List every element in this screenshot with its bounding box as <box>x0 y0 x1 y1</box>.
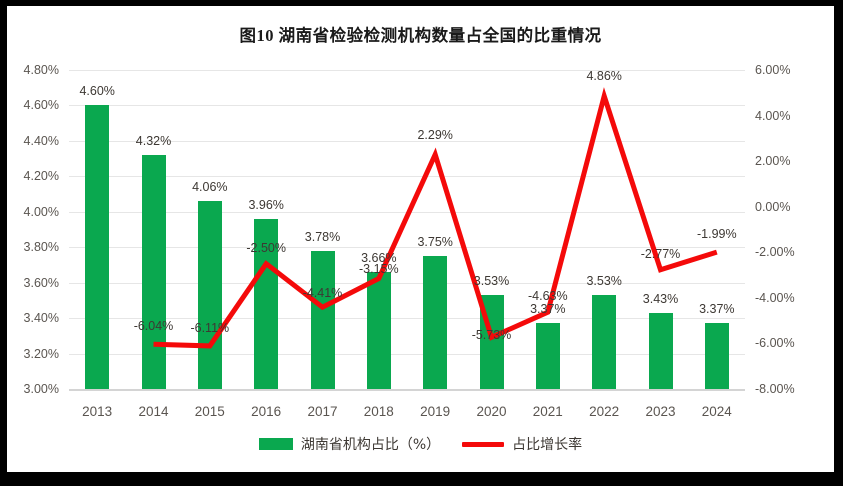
legend-item-bar-series[interactable]: 湖南省机构占比（%） <box>258 434 441 454</box>
bar-value-label: 3.53% <box>473 274 510 289</box>
left-axis-tick-label: 3.00% <box>23 382 59 396</box>
bar-value-label: 3.37% <box>530 302 566 317</box>
line-value-label: -1.99% <box>696 227 737 242</box>
left-axis-tick-label: 3.80% <box>23 240 59 255</box>
gridline <box>69 176 745 178</box>
x-axis-label-2013: 2013 <box>82 404 113 419</box>
left-axis-tick-label: 4.80% <box>23 63 59 77</box>
chart-legend: 湖南省机构占比（%） 占比增长率 <box>7 434 834 454</box>
x-axis-label-2023: 2023 <box>645 404 676 419</box>
legend-item-label: 占比增长率 <box>512 437 583 453</box>
right-axis-tick-label: -6.00% <box>755 336 795 351</box>
x-axis-label-2020: 2020 <box>476 404 507 419</box>
bar-value-label: 3.43% <box>642 291 679 306</box>
line-value-label: 2.29% <box>417 127 453 142</box>
right-axis-tick-label: 2.00% <box>755 154 791 169</box>
left-axis-tick-label: 3.60% <box>23 275 59 290</box>
right-axis-tick-label: -2.00% <box>755 245 795 260</box>
x-axis-label-2016: 2016 <box>251 404 282 419</box>
gridline <box>69 282 745 284</box>
legend-item-label: 湖南省机构占比（%） <box>300 437 441 453</box>
bar-2023[interactable] <box>648 312 673 389</box>
legend-item-line-series[interactable]: 占比增长率 <box>462 434 582 454</box>
x-axis-label-2018: 2018 <box>363 404 394 419</box>
left-axis-tick-label: 3.40% <box>23 311 59 326</box>
chart-frame: 图10 湖南省检验检测机构数量占全国的比重情况 4.60% 4.32% 4.06% 3… <box>7 6 834 472</box>
x-axis-label-2014: 2014 <box>138 404 169 419</box>
line-value-label: -4.63% <box>527 289 568 304</box>
chart-title: 图10 湖南省检验检测机构数量占全国的比重情况 <box>239 26 602 45</box>
right-axis-tick-label: -4.00% <box>755 290 795 305</box>
bar-2024[interactable] <box>704 323 729 389</box>
legend-bar-swatch-icon <box>258 438 293 450</box>
left-axis-tick-label: 4.20% <box>23 169 59 184</box>
gridline <box>69 318 745 320</box>
bar-value-label: 3.53% <box>586 274 622 289</box>
right-axis-tick-label: 4.00% <box>755 108 791 123</box>
line-value-label: -6.11% <box>190 320 230 335</box>
bar-2018[interactable] <box>366 272 391 389</box>
line-value-label: -3.15% <box>358 261 399 276</box>
bar-value-label: 3.75% <box>417 235 453 250</box>
right-axis-tick-label: 0.00% <box>755 199 791 214</box>
gridline <box>69 105 745 107</box>
right-axis-tick-label: 6.00% <box>755 63 791 77</box>
bar-value-label: 3.37% <box>699 302 735 317</box>
bar-2015[interactable] <box>197 201 222 389</box>
bar-value-label: 4.32% <box>135 134 172 149</box>
growth-rate-polyline[interactable] <box>153 87 718 349</box>
plot-area: 4.60% 4.32% 4.06% 3.96% 3.78% 3.66% 3.75% 3.53%… <box>69 69 745 391</box>
bar-2014[interactable] <box>141 155 166 389</box>
bar-value-label: 3.66% <box>361 251 397 265</box>
left-axis-tick-label: 3.20% <box>23 346 59 361</box>
gridline <box>69 70 745 71</box>
gridline <box>69 247 745 249</box>
bar-2019[interactable] <box>423 256 448 389</box>
x-axis-label-2022: 2022 <box>589 404 620 419</box>
bar-value-label: 4.60% <box>79 84 115 99</box>
bar-2017[interactable] <box>310 250 335 389</box>
bar-2013[interactable] <box>85 105 110 389</box>
x-axis-label-2017: 2017 <box>307 404 338 419</box>
bar-value-label: 3.78% <box>304 229 341 244</box>
line-value-label: -2.50% <box>246 240 286 255</box>
x-axis-label-2021: 2021 <box>532 404 563 419</box>
bar-value-label: 4.06% <box>192 180 228 195</box>
gridline <box>69 389 745 391</box>
line-value-label: -2.77% <box>640 246 681 261</box>
bar-2016[interactable] <box>254 218 279 389</box>
bar-2022[interactable] <box>592 295 617 389</box>
bar-value-label: 3.96% <box>248 197 284 212</box>
x-axis-label-2015: 2015 <box>194 404 225 419</box>
left-axis-tick-label: 4.00% <box>23 204 59 219</box>
line-value-label: -6.04% <box>133 319 174 334</box>
bar-2021[interactable] <box>535 323 560 389</box>
x-axis-label-2019: 2019 <box>420 404 451 419</box>
x-axis-label-2024: 2024 <box>701 404 732 419</box>
line-value-label: 4.86% <box>586 69 622 83</box>
line-value-label: -5.73% <box>471 328 512 343</box>
right-axis-tick-label: -8.00% <box>755 382 795 396</box>
growth-rate-line-series <box>153 87 718 349</box>
left-axis-tick-label: 4.60% <box>23 98 59 113</box>
line-value-label: -4.41% <box>302 286 343 301</box>
legend-line-swatch-icon <box>462 441 505 447</box>
gridline <box>69 353 745 355</box>
gridline <box>69 140 745 142</box>
left-axis-tick-label: 4.40% <box>23 133 59 148</box>
